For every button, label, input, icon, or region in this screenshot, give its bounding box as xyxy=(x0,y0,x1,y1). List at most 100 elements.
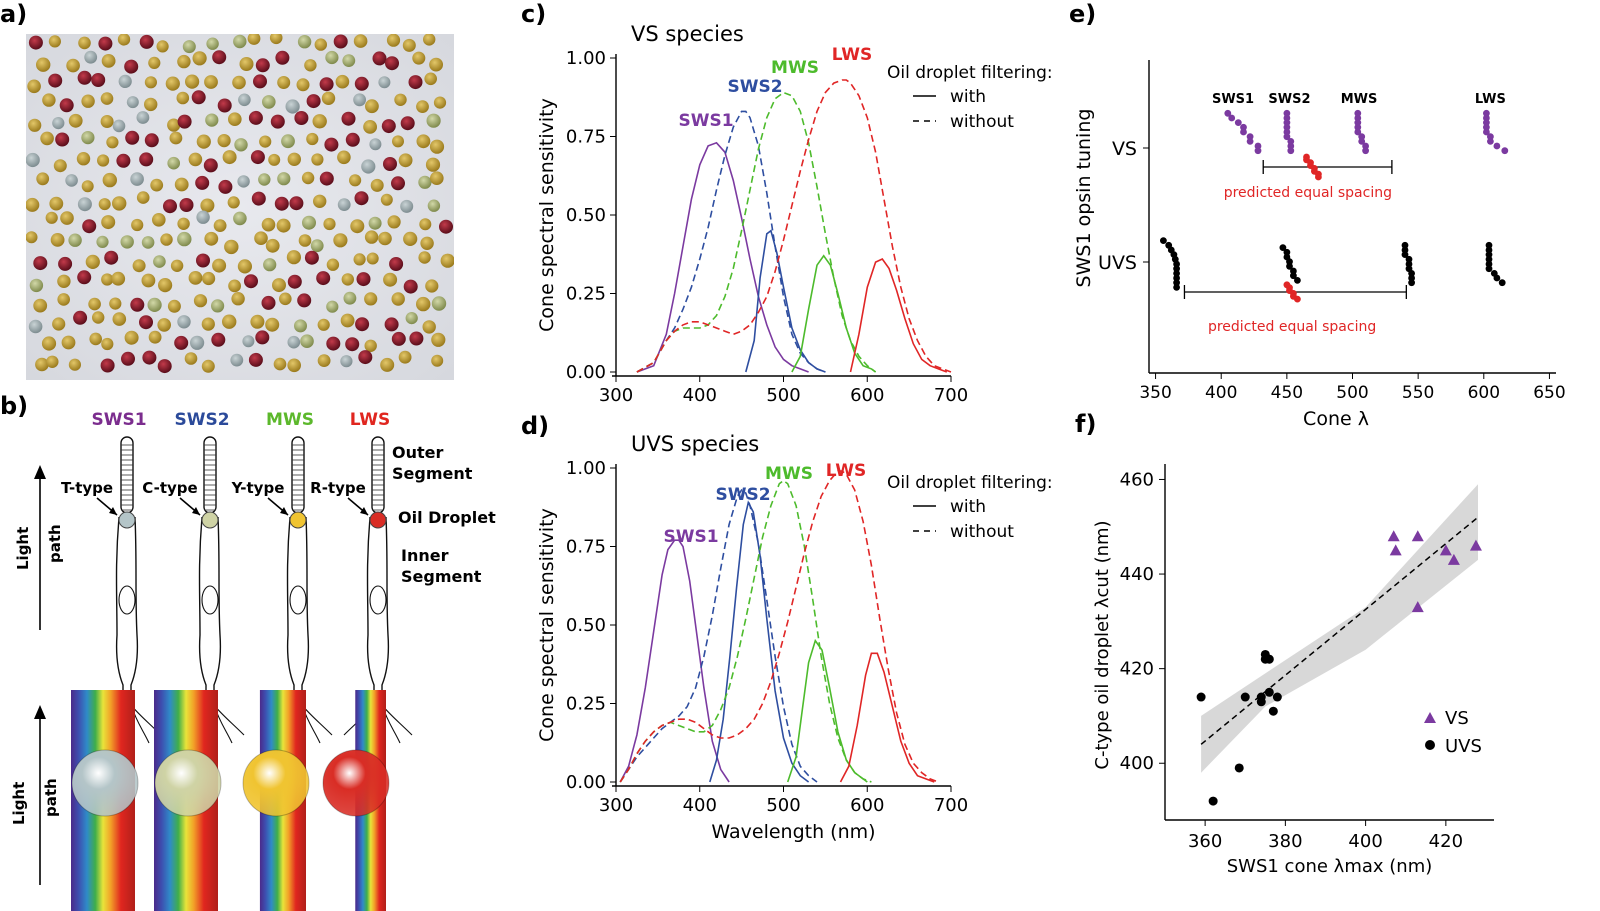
dot-uvs-sws1 xyxy=(1173,260,1180,268)
oil-droplet xyxy=(156,40,169,53)
oil-droplet xyxy=(239,57,254,71)
oil-droplet xyxy=(41,336,57,351)
dot-vs-mws xyxy=(1354,123,1362,131)
oil-droplet xyxy=(298,234,312,247)
oil-droplet xyxy=(311,153,324,166)
oil-droplet xyxy=(148,330,162,344)
chart-oil-droplet-vs-sws1: 400 420 440 460 360 380 400 420 SWS1 cone λmax (… xyxy=(1092,464,1494,877)
oil-droplet xyxy=(59,98,74,113)
dot-vs-mws xyxy=(1362,147,1369,155)
oil-droplet xyxy=(268,153,281,166)
oil-droplet xyxy=(77,70,92,85)
dot-uvs-sws1 xyxy=(1160,237,1167,245)
dot-vs-lws xyxy=(1487,133,1494,141)
oil-droplet xyxy=(279,292,292,306)
oil-droplet xyxy=(416,296,431,312)
y-tick-label: 440 xyxy=(1120,564,1154,585)
oil-droplet xyxy=(391,331,406,346)
oil-droplet xyxy=(139,315,153,330)
point-uvs xyxy=(1264,687,1274,697)
oil-droplet xyxy=(269,34,283,45)
oil-droplet xyxy=(337,150,351,165)
oil-droplet xyxy=(185,74,200,89)
oil-droplet xyxy=(419,218,432,231)
oil-droplet xyxy=(100,92,114,105)
point-uvs xyxy=(1240,692,1250,702)
oil-droplet xyxy=(167,299,181,313)
oil-droplet xyxy=(416,134,431,149)
oil-droplet xyxy=(263,258,277,272)
dot-vs-sws1 xyxy=(1228,114,1236,122)
point-vs xyxy=(1389,544,1402,556)
y-axis-label: SWS1 opsin tuning xyxy=(1073,109,1095,288)
legend-title: Oil droplet filtering: xyxy=(887,63,1053,83)
oil-droplet xyxy=(383,157,397,171)
oil-droplet xyxy=(326,300,339,313)
oil-droplet xyxy=(53,159,67,173)
dot-vs-sws1 xyxy=(1234,119,1242,126)
oil-droplet xyxy=(227,196,240,209)
oil-droplet xyxy=(306,94,321,109)
curve-label-mws: MWS xyxy=(771,58,819,78)
oil-droplet xyxy=(381,119,396,134)
x-tick-label: 600 xyxy=(850,385,884,406)
y-tick-label-uvs: UVS xyxy=(1098,252,1137,274)
oil-droplet xyxy=(378,76,391,89)
point-uvs xyxy=(1260,654,1270,664)
oil-droplet xyxy=(112,196,127,211)
oil-droplet xyxy=(273,357,287,371)
annotation-predicted-uvs: predicted equal spacing xyxy=(1208,319,1376,335)
y-axis-label: Cone spectral sensitivity xyxy=(536,98,558,332)
x-tick-label: 500 xyxy=(766,385,800,406)
dot-uvs-sws2 xyxy=(1283,248,1291,256)
y-tick-label: 0.50 xyxy=(566,615,606,636)
column-label-sws1: SWS1 xyxy=(1212,92,1254,107)
point-uvs xyxy=(1268,706,1278,716)
cone-nucleus xyxy=(369,585,387,615)
oil-droplet xyxy=(202,271,216,286)
oil-droplet xyxy=(141,236,155,249)
dot-uvs-sws2 xyxy=(1279,244,1287,252)
oil-droplet xyxy=(353,34,368,48)
cone-nucleus xyxy=(201,585,219,615)
oil-droplet xyxy=(81,131,95,145)
oil-droplet xyxy=(403,231,418,246)
oil-droplet xyxy=(46,355,59,368)
oil-droplet xyxy=(255,58,270,73)
oil-droplet xyxy=(26,152,40,168)
oil-droplet xyxy=(48,73,63,88)
dot-uvs-mws xyxy=(1408,279,1415,287)
inner-segment-outline xyxy=(366,516,390,705)
oil-droplet xyxy=(422,320,436,334)
oil-droplet xyxy=(425,279,439,293)
oil-droplet xyxy=(276,218,291,233)
oil-droplet xyxy=(429,57,443,72)
oil-droplet xyxy=(144,97,158,112)
legend-label-with: with xyxy=(950,87,986,107)
oil-droplet xyxy=(272,278,286,293)
legend-label-uvs: UVS xyxy=(1445,736,1482,757)
oil-droplet xyxy=(387,215,401,229)
oil-droplet xyxy=(378,231,392,246)
oil-droplet xyxy=(190,335,205,350)
series-sws2-dashed xyxy=(636,110,826,373)
light-path-label: Light xyxy=(14,527,32,570)
oil-droplet xyxy=(296,78,310,92)
oil-droplet-y-type xyxy=(289,511,307,529)
dot-uvs-mws xyxy=(1405,260,1413,268)
dot-vs-sws2 xyxy=(1287,147,1295,155)
cone-nucleus xyxy=(118,585,136,615)
oil-droplet xyxy=(300,334,314,349)
cone-name-mws: MWS xyxy=(266,410,314,430)
oil-droplet xyxy=(317,354,331,367)
oil-droplet xyxy=(405,312,418,325)
oil-droplet xyxy=(167,156,180,170)
oil-droplet xyxy=(317,318,330,331)
oil-droplet xyxy=(304,59,317,72)
y-tick-label: 420 xyxy=(1120,659,1154,680)
oil-droplet xyxy=(68,233,82,247)
droplet-arrowhead xyxy=(192,507,200,515)
oil-droplet xyxy=(101,337,114,351)
oil-droplet xyxy=(195,175,210,190)
oil-droplet xyxy=(259,135,272,148)
